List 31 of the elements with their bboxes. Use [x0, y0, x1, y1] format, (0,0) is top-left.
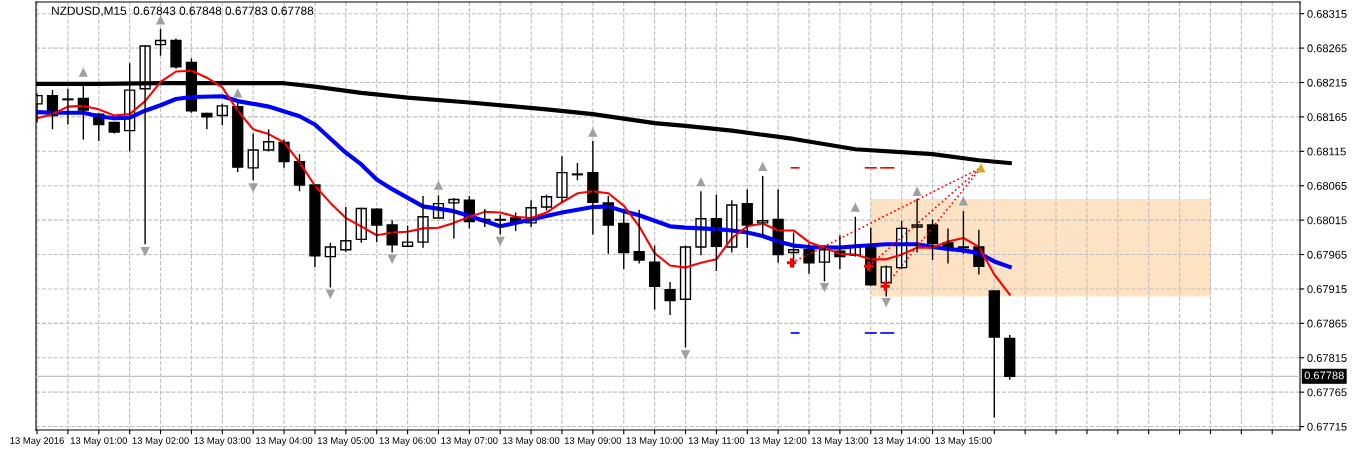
y-tick-label: 0.67915: [1307, 285, 1347, 294]
x-tick-label: 13 May 09:00: [564, 437, 622, 446]
y-tick-label: 0.68265: [1307, 44, 1347, 53]
x-tick-label: 13 May 15:00: [935, 437, 992, 446]
x-tick-label: 13 May 12:00: [750, 437, 807, 446]
y-tick-label: 0.67815: [1307, 354, 1347, 362]
x-tick-label: 13 May 02:00: [132, 437, 189, 446]
x-tick-label: 13 May 04:00: [256, 437, 313, 446]
y-tick-label: 0.67965: [1307, 250, 1347, 259]
x-tick-label: 13 May 10:00: [626, 437, 683, 446]
x-tick-label: 13 May 07:00: [441, 437, 498, 446]
y-tick-label: 0.67715: [1307, 422, 1347, 431]
y-tick-label: 0.68165: [1307, 113, 1347, 122]
x-tick-label: 13 May 08:00: [503, 437, 560, 446]
x-tick-label: 13 May 03:00: [194, 437, 251, 446]
x-tick-label: 13 May 01:00: [70, 437, 128, 446]
y-tick-label: 0.68215: [1307, 78, 1347, 87]
chart-title: NZDUSD,M15 0.67843 0.67848 0.67783 0.67788: [52, 6, 314, 17]
ref-line-label: 0.67788: [1304, 371, 1344, 380]
y-tick-label: 0.68065: [1307, 181, 1347, 190]
x-tick-label: 13 May 05:00: [317, 437, 375, 446]
y-tick-label: 0.68015: [1307, 216, 1347, 225]
y-tick-label: 0.67765: [1307, 388, 1347, 397]
x-tick-label: 13 May 13:00: [812, 437, 869, 446]
y-tick-label: 0.67865: [1307, 319, 1347, 328]
x-tick-label: 13 May 11:00: [688, 437, 745, 446]
y-tick-label: 0.68315: [1307, 9, 1347, 18]
x-tick-label: 13 May 2016: [10, 437, 64, 446]
y-tick-label: 0.68115: [1307, 147, 1346, 156]
x-tick-label: 13 May 14:00: [873, 437, 930, 446]
x-tick-label: 13 May 06:00: [379, 437, 436, 446]
